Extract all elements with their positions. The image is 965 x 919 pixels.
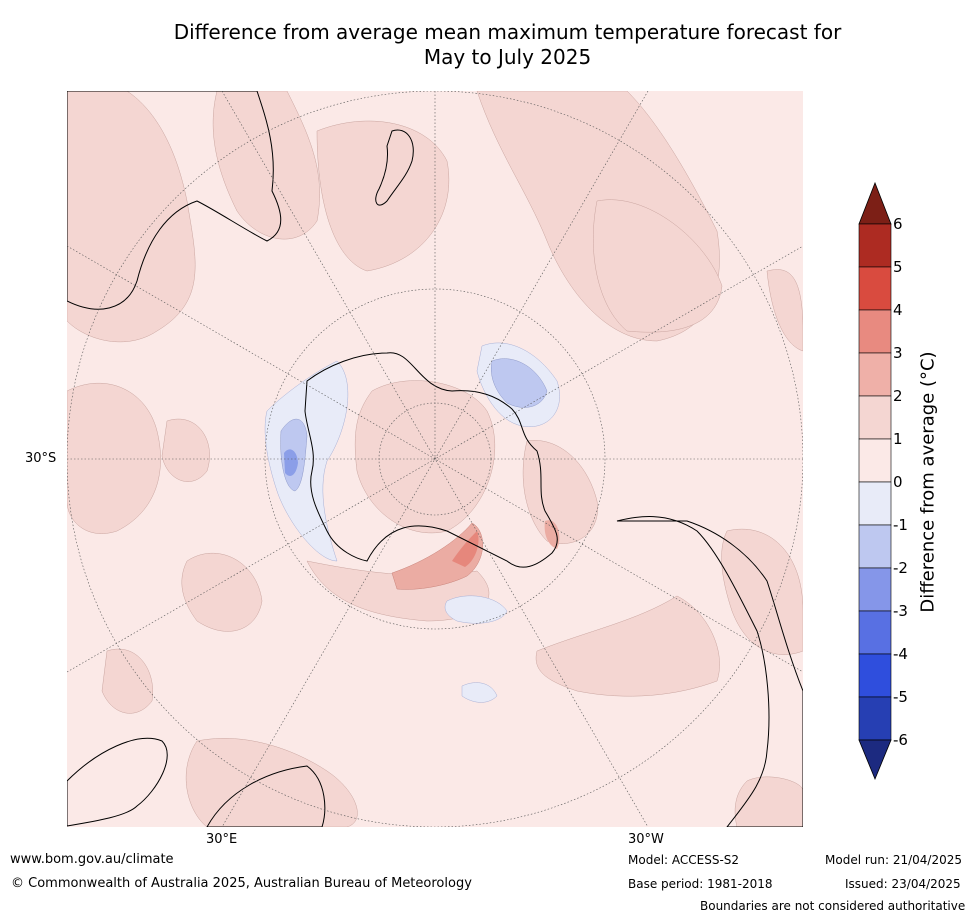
copyright-text: © Commonwealth of Australia 2025, Austra… bbox=[11, 876, 472, 891]
anomaly-2-to-3-region bbox=[391, 522, 483, 590]
colorbar-segment bbox=[858, 567, 892, 612]
colorbar-segment bbox=[858, 481, 892, 526]
model-text: Model: ACCESS-S2 bbox=[628, 853, 740, 867]
colorbar-segments bbox=[858, 223, 892, 741]
colorbar-segment bbox=[858, 524, 892, 569]
colorbar-segment bbox=[858, 309, 892, 354]
colorbar-tick-label: -3 bbox=[893, 602, 908, 620]
model-run-text: Model run: 21/04/2025 bbox=[825, 853, 963, 867]
issued-text: Issued: 23/04/2025 bbox=[845, 877, 961, 891]
colorbar-tick-label: 2 bbox=[893, 387, 903, 405]
colorbar-segment bbox=[858, 352, 892, 397]
longitude-label-30w: 30°W bbox=[628, 832, 664, 847]
anomaly-minus-2-to-minus-3-region bbox=[284, 449, 298, 476]
colorbar-max-arrow bbox=[858, 181, 892, 225]
colorbar-segment bbox=[858, 266, 892, 311]
colorbar-tick-label: 0 bbox=[893, 473, 903, 491]
colorbar-segment bbox=[858, 438, 892, 483]
colorbar-tick-label: 4 bbox=[893, 301, 903, 319]
colorbar-segment bbox=[858, 653, 892, 698]
colorbar-tick-label: 5 bbox=[893, 258, 903, 276]
colorbar-tick-label: -2 bbox=[893, 559, 908, 577]
colorbar-tick-label: 1 bbox=[893, 430, 903, 448]
title-line-2: May to July 2025 bbox=[423, 45, 592, 69]
colorbar-segment bbox=[858, 395, 892, 440]
colorbar-segment bbox=[858, 223, 892, 268]
colorbar-tick-label: -4 bbox=[893, 645, 908, 663]
anomaly-3-to-4-region bbox=[452, 531, 479, 567]
colorbar-tick-label: -1 bbox=[893, 516, 908, 534]
latitude-label-30s: 30°S bbox=[25, 451, 57, 466]
colorbar bbox=[858, 181, 892, 781]
new-zealand-coastline bbox=[375, 129, 414, 206]
africa-coastline bbox=[206, 765, 326, 827]
anomaly-2-to-3-region-south-america bbox=[544, 520, 560, 549]
anomaly-1-to-2-regions bbox=[67, 91, 803, 827]
longitude-label-30e: 30°E bbox=[206, 832, 238, 847]
graticule bbox=[67, 91, 803, 827]
base-period-text: Base period: 1981-2018 bbox=[628, 877, 773, 891]
colorbar-min-arrow bbox=[858, 739, 892, 781]
antarctica-coastline bbox=[304, 352, 558, 568]
colorbar-tick-label: -6 bbox=[893, 731, 908, 749]
disclaimer-text: Boundaries are not considered authoritat… bbox=[700, 899, 965, 913]
map-svg bbox=[67, 91, 803, 827]
colorbar-segment bbox=[858, 696, 892, 741]
australia-coastline bbox=[67, 91, 282, 310]
madagascar-coastline bbox=[67, 737, 168, 827]
colorbar-tick-label: 6 bbox=[893, 215, 903, 233]
temperature-anomaly-map bbox=[67, 91, 803, 827]
chart-title: Difference from average mean maximum tem… bbox=[60, 20, 955, 70]
colorbar-segment bbox=[858, 610, 892, 655]
title-line-1: Difference from average mean maximum tem… bbox=[173, 20, 842, 44]
colorbar-tick-label: 3 bbox=[893, 344, 903, 362]
colorbar-tick-label: -5 bbox=[893, 688, 908, 706]
south-america-coastline bbox=[616, 516, 803, 827]
website-link[interactable]: www.bom.gov.au/climate bbox=[10, 852, 174, 867]
colorbar-label: Difference from average (°C) bbox=[917, 351, 939, 613]
